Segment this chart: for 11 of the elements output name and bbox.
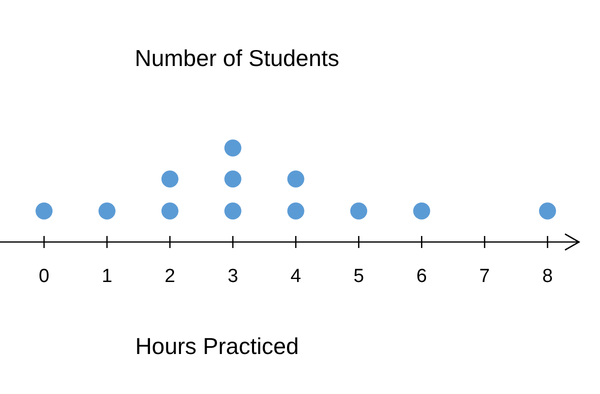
x-tick-label: 3	[228, 266, 238, 287]
x-tick-label: 4	[290, 266, 302, 287]
x-axis-title: Hours Practiced	[135, 333, 299, 359]
x-tick-label: 8	[542, 266, 553, 287]
x-tick-label: 0	[38, 266, 50, 287]
chart-title: Number of Students	[134, 45, 340, 71]
x-tick-label: 2	[164, 266, 176, 287]
x-tick-label: 6	[416, 266, 427, 287]
x-tick-label: 1	[102, 266, 112, 287]
x-tick-label: 7	[479, 266, 490, 287]
x-tick-label: 5	[353, 266, 364, 287]
